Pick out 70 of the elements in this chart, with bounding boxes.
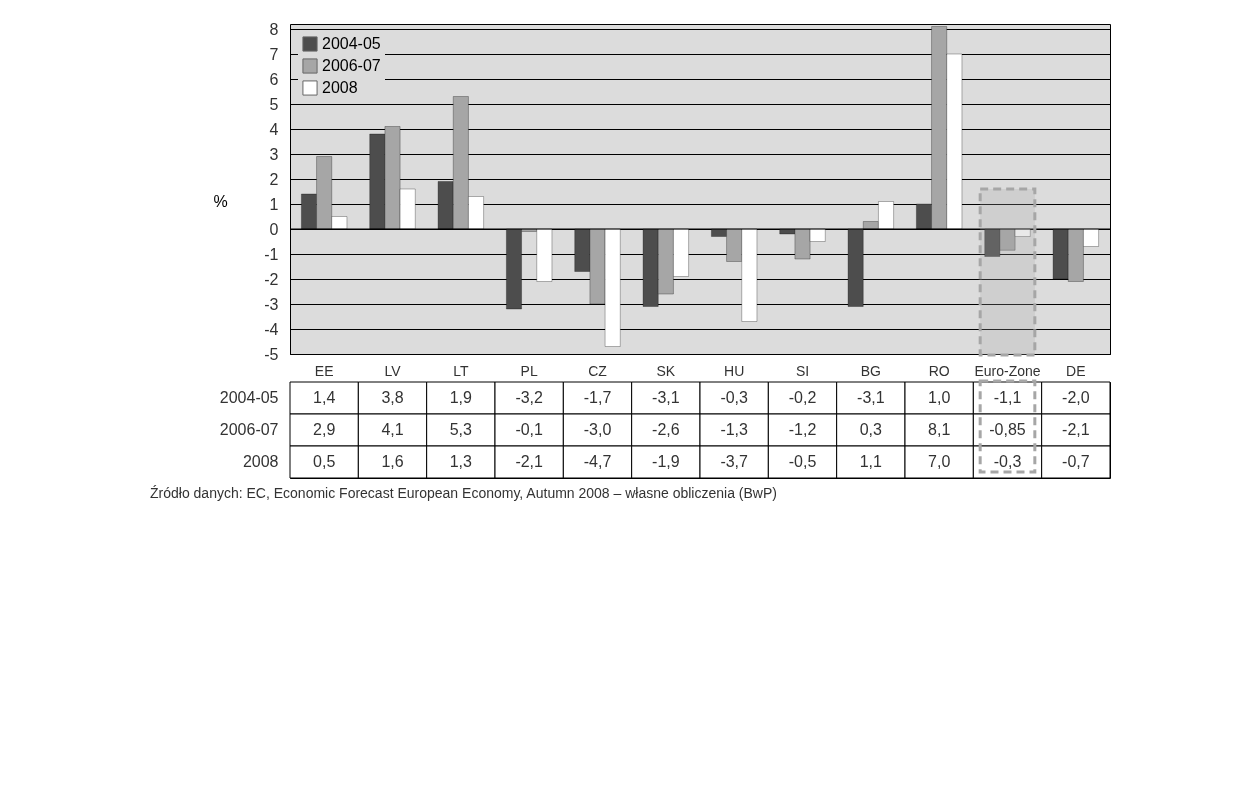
legend-label: 2008 [322, 79, 358, 96]
data-label: 3,8 [381, 389, 404, 406]
y-tick-label: 6 [269, 70, 279, 88]
x-tick-label: CZ [588, 362, 608, 379]
data-label: 8,1 [928, 421, 951, 438]
data-label: 0,3 [859, 421, 883, 438]
data-label: -1,2 [788, 421, 817, 438]
y-tick-label: -5 [264, 345, 279, 363]
data-label: -3,0 [583, 421, 612, 438]
data-label: 2,9 [313, 421, 336, 438]
data-label: -2,0 [1062, 389, 1090, 406]
y-tick-label: 0 [269, 220, 279, 238]
data-label: -3,1 [857, 389, 885, 406]
data-label: -0,2 [788, 389, 817, 406]
y-tick-label: -1 [264, 245, 279, 263]
x-tick-label: SK [656, 362, 676, 379]
x-tick-label: PL [520, 362, 538, 379]
y-tick-label: -2 [264, 270, 279, 288]
y-tick-label: 2 [269, 170, 279, 188]
data-label: -2,1 [515, 453, 544, 470]
data-label: 1,9 [449, 389, 473, 406]
data-label: -2,1 [1062, 421, 1090, 438]
x-tick-label: Euro-Zone [974, 362, 1041, 379]
data-label: 5,3 [449, 421, 473, 438]
data-label: -1,7 [583, 389, 612, 406]
data-label: -4,7 [583, 453, 612, 470]
legend-label: 2004-05 [322, 35, 381, 52]
y-axis-title: % [213, 192, 228, 210]
text: Źródło danych: EC, Economic Forecast European Economy, Autumn 2008 – własne obliczenia (BwP) [150, 485, 777, 501]
data-label: -3,7 [720, 453, 749, 470]
x-tick-label: DE [1066, 362, 1086, 379]
data-label: -1,3 [720, 421, 749, 438]
text: 2004-05 [219, 389, 279, 406]
data-label: 4,1 [381, 421, 404, 438]
data-label: 1,4 [313, 389, 336, 406]
data-label: 1,6 [381, 453, 404, 470]
text: 2006-07 [219, 421, 279, 438]
data-label: -0,7 [1062, 453, 1090, 470]
data-label: -0,3 [720, 389, 749, 406]
data-label: 1,0 [928, 389, 951, 406]
data-label: -3,1 [652, 389, 680, 406]
x-tick-label: SI [795, 362, 810, 379]
data-label: -0,85 [989, 421, 1026, 438]
text: 2008 [242, 453, 279, 470]
data-label: -3,2 [515, 389, 544, 406]
x-tick-label: RO [928, 362, 950, 379]
data-label: -1,1 [993, 389, 1022, 406]
x-tick-label: LV [384, 362, 402, 379]
y-tick-label: 4 [269, 120, 279, 138]
y-tick-label: -4 [264, 320, 279, 338]
y-tick-label: 3 [269, 145, 279, 163]
data-label: -0,1 [515, 421, 544, 438]
x-tick-label: EE [314, 362, 334, 379]
data-label: 7,0 [928, 453, 951, 470]
data-label: -0,3 [993, 453, 1022, 470]
data-label: -1,9 [652, 453, 680, 470]
y-tick-label: 5 [269, 95, 279, 113]
data-label: 1,1 [859, 453, 883, 470]
data-label: 1,3 [449, 453, 473, 470]
x-tick-label: HU [724, 362, 745, 379]
y-tick-label: 1 [269, 195, 279, 213]
legend-label: 2006-07 [322, 57, 381, 74]
data-label: 0,5 [313, 453, 336, 470]
data-label: -2,6 [652, 421, 680, 438]
y-tick-label: -3 [264, 295, 279, 313]
data-label: -0,5 [788, 453, 817, 470]
x-tick-label: LT [453, 362, 469, 379]
x-tick-label: BG [860, 362, 881, 379]
y-tick-label: 7 [269, 45, 279, 63]
y-tick-label: 8 [269, 20, 279, 38]
